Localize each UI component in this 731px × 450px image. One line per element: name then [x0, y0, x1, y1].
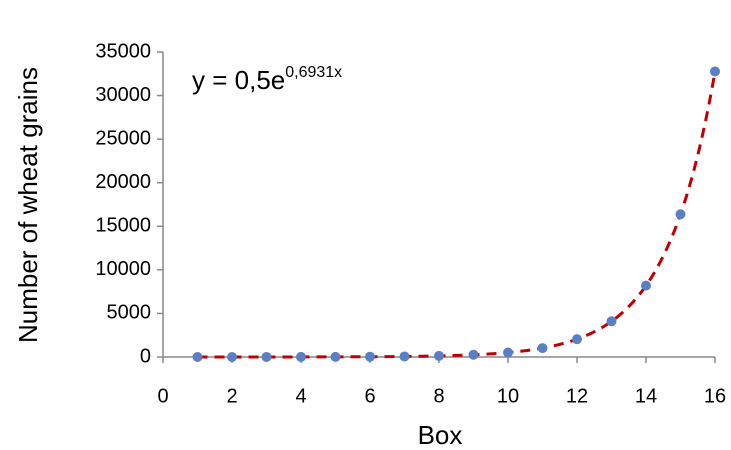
data-point [537, 343, 548, 354]
y-tick-label: 25000 [95, 127, 151, 149]
data-point [399, 351, 410, 362]
data-point [503, 347, 513, 358]
x-tick-label: 12 [566, 385, 588, 407]
y-tick-label: 20000 [95, 171, 151, 193]
data-point [365, 351, 375, 362]
y-tick-label: 5000 [107, 302, 152, 324]
y-tick-label: 15000 [95, 215, 151, 237]
x-tick-label: 4 [295, 385, 306, 407]
y-tick-label: 10000 [95, 258, 151, 280]
x-axis-title: Box [418, 420, 463, 450]
data-point [572, 334, 582, 345]
x-tick-label: 6 [364, 385, 375, 407]
equation-base: y = 0,5e [192, 65, 285, 95]
data-point [434, 350, 444, 361]
x-tick-label: 10 [497, 385, 519, 407]
y-axis-title: Number of wheat grains [13, 67, 43, 343]
data-point [296, 351, 306, 362]
x-tick-label: 2 [226, 385, 237, 407]
y-tick-label: 30000 [95, 84, 151, 106]
x-tick-label: 0 [157, 385, 168, 407]
y-tick-label: 0 [140, 345, 151, 367]
x-tick-label: 8 [433, 385, 444, 407]
data-point [606, 316, 617, 327]
data-point [192, 351, 203, 362]
data-point [675, 209, 686, 220]
y-tick-label: 35000 [95, 40, 151, 62]
x-tick-label: 16 [704, 385, 726, 407]
data-point [227, 351, 237, 362]
x-tick-label: 14 [635, 385, 657, 407]
data-point [468, 349, 479, 360]
equation: y = 0,5e0,6931x [192, 64, 342, 95]
data-point [261, 351, 272, 362]
data-point [641, 280, 651, 291]
trendline [197, 71, 717, 359]
data-point [330, 351, 341, 362]
data-point [710, 66, 720, 77]
equation-exponent: 0,6931x [285, 64, 342, 81]
